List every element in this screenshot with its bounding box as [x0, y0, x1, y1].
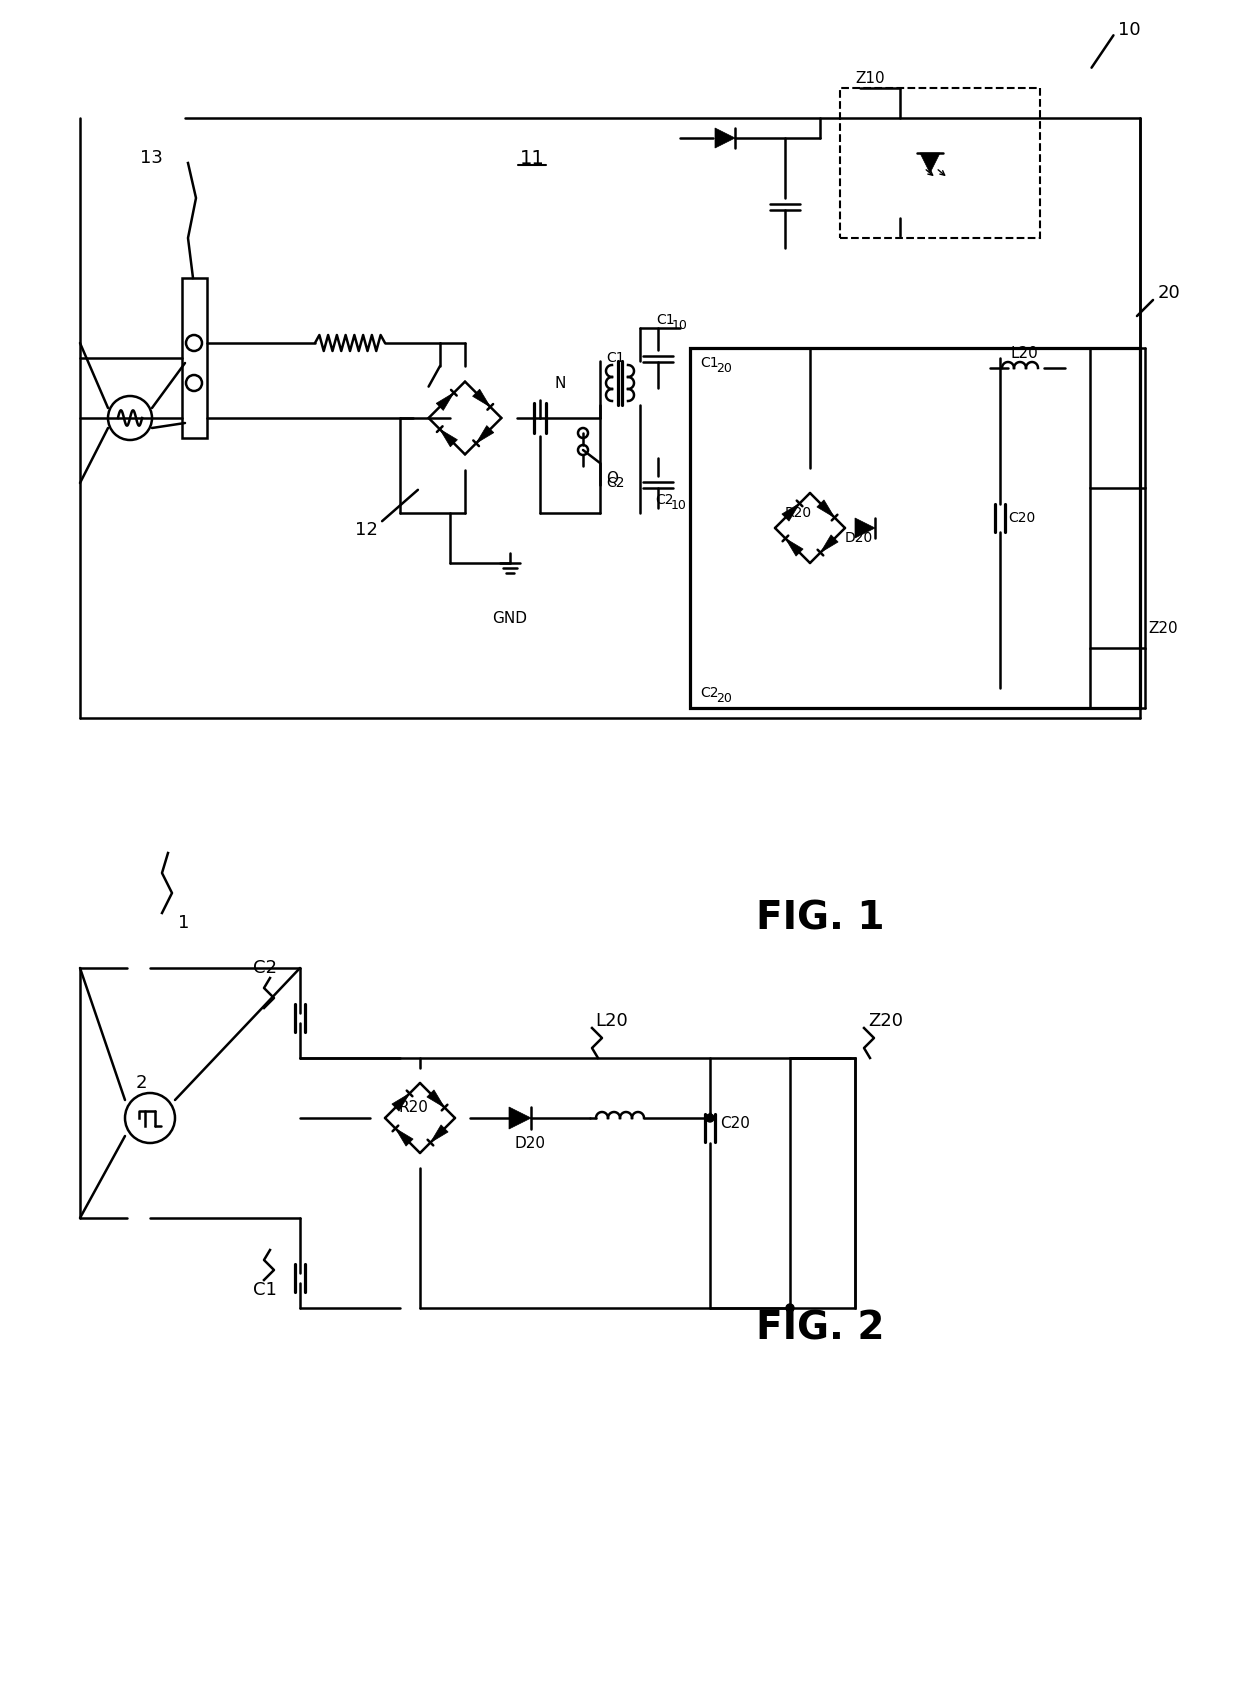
Text: C20: C20 — [720, 1116, 750, 1131]
Text: 10: 10 — [1118, 20, 1141, 39]
Text: R20: R20 — [785, 506, 812, 520]
Text: Q: Q — [606, 470, 618, 486]
Polygon shape — [392, 1094, 409, 1110]
Text: 10: 10 — [672, 319, 688, 331]
Text: FIG. 1: FIG. 1 — [755, 898, 884, 937]
Polygon shape — [785, 538, 804, 557]
Circle shape — [786, 1304, 794, 1313]
Polygon shape — [476, 426, 494, 443]
Text: Z20: Z20 — [868, 1012, 903, 1031]
Text: 13: 13 — [140, 149, 162, 166]
Text: GND: GND — [492, 611, 527, 625]
Circle shape — [706, 1114, 714, 1122]
Text: 12: 12 — [355, 521, 378, 538]
Polygon shape — [472, 389, 490, 408]
Text: FIG. 2: FIG. 2 — [755, 1309, 884, 1347]
Text: C2: C2 — [253, 959, 277, 976]
Polygon shape — [817, 499, 835, 518]
Polygon shape — [436, 392, 454, 411]
Polygon shape — [920, 153, 940, 173]
Polygon shape — [782, 503, 800, 521]
Text: C1: C1 — [606, 351, 625, 365]
Polygon shape — [396, 1129, 413, 1146]
Text: 20: 20 — [715, 691, 732, 705]
Bar — [1090, 487, 1145, 649]
Text: Z10: Z10 — [856, 71, 884, 85]
Text: C20: C20 — [1008, 511, 1035, 525]
Text: 20: 20 — [715, 362, 732, 375]
Text: 20: 20 — [1158, 284, 1180, 302]
Polygon shape — [440, 430, 458, 447]
Text: 11: 11 — [520, 148, 544, 168]
Text: C1: C1 — [656, 312, 675, 328]
Text: C2: C2 — [655, 492, 673, 508]
Polygon shape — [821, 535, 838, 552]
Bar — [790, 1058, 856, 1307]
Text: C2: C2 — [701, 686, 718, 700]
Text: R20: R20 — [398, 1100, 428, 1116]
Text: D20: D20 — [515, 1136, 546, 1151]
Text: Z20: Z20 — [1148, 620, 1178, 635]
Text: L20: L20 — [595, 1012, 627, 1031]
Polygon shape — [508, 1107, 531, 1129]
Text: N: N — [556, 375, 567, 391]
Polygon shape — [715, 127, 735, 148]
Text: 1: 1 — [179, 914, 190, 932]
Text: L20: L20 — [1011, 345, 1038, 360]
Text: C2: C2 — [606, 475, 625, 491]
Bar — [689, 348, 1140, 708]
Polygon shape — [856, 518, 875, 538]
Text: 10: 10 — [671, 499, 687, 511]
Text: C1: C1 — [253, 1280, 277, 1299]
Polygon shape — [427, 1090, 445, 1107]
Bar — [839, 88, 1040, 238]
Text: C1: C1 — [701, 357, 719, 370]
Text: D20: D20 — [844, 531, 873, 545]
Polygon shape — [430, 1124, 448, 1143]
Text: 2: 2 — [136, 1075, 148, 1092]
Bar — [182, 278, 207, 438]
